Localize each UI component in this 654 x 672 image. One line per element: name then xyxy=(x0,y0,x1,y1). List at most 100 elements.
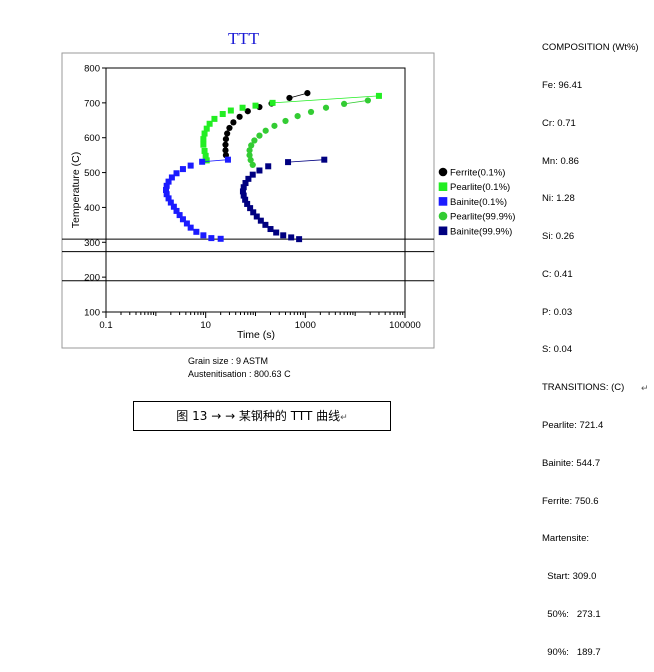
data-point xyxy=(341,100,348,108)
data-point xyxy=(173,170,180,177)
data-point xyxy=(242,180,249,187)
data-point xyxy=(251,137,258,144)
series-2 xyxy=(163,156,231,242)
data-point xyxy=(217,235,224,242)
data-point xyxy=(262,127,269,134)
data-point xyxy=(193,228,200,235)
data-point xyxy=(163,191,170,198)
y-tick-label: 700 xyxy=(84,98,100,109)
composition-item: Ni: 1.28 xyxy=(542,193,575,205)
data-point xyxy=(222,136,230,143)
data-point xyxy=(273,229,280,236)
figure-caption-box: 图 13 → → 某钢种的 TTT 曲线↵ xyxy=(133,401,391,431)
y-axis-label: Temperature (C) xyxy=(70,152,82,228)
legend-label: Ferrite(0.1%) xyxy=(450,168,505,179)
composition-item: P: 0.03 xyxy=(542,306,573,318)
transitions-heading: TRANSITIONS: (C) xyxy=(542,382,625,394)
data-point xyxy=(203,125,210,132)
y-tick-label: 200 xyxy=(84,273,100,284)
data-point xyxy=(239,188,246,195)
data-point xyxy=(222,147,229,154)
data-point xyxy=(208,235,215,242)
legend-label: Pearlite(0.1%) xyxy=(450,182,510,193)
data-point xyxy=(248,142,255,149)
data-point xyxy=(257,217,264,224)
data-point xyxy=(239,104,246,111)
data-point xyxy=(256,167,263,174)
data-point xyxy=(211,115,218,122)
composition-item: Fe: 96.41 xyxy=(542,79,583,91)
legend-swatch xyxy=(438,167,448,177)
y-tick-label: 400 xyxy=(84,203,100,214)
grain-size: Grain size : 9 ASTM xyxy=(188,356,269,366)
legend-swatch xyxy=(438,226,448,236)
data-point xyxy=(253,213,260,220)
data-point xyxy=(200,136,207,143)
data-point xyxy=(247,205,254,212)
data-point xyxy=(267,226,274,233)
legend-label: Bainite(99.9%) xyxy=(450,226,512,237)
series-1 xyxy=(200,92,382,164)
data-point xyxy=(269,99,276,106)
chart-frame xyxy=(61,52,435,349)
figure-caption: 图 13 → → 某钢种的 TTT 曲线 xyxy=(176,409,341,423)
data-point xyxy=(227,107,234,114)
data-point xyxy=(226,124,233,132)
composition-item: Si: 0.26 xyxy=(542,231,575,243)
series-0 xyxy=(222,89,311,159)
data-point xyxy=(282,117,289,125)
data-point xyxy=(163,182,170,189)
legend-swatch xyxy=(438,182,448,191)
caption-return-mark: ↵ xyxy=(340,413,348,423)
transitions-item: 90%: 189.7 xyxy=(542,646,601,658)
transitions-item: Start: 309.0 xyxy=(542,571,597,583)
transitions-item: Bainite: 544.7 xyxy=(542,457,601,469)
composition-panel: COMPOSITION (Wt%) Fe: 96.41 Cr: 0.71 Mn:… xyxy=(542,17,639,672)
transitions-item: 50%: 273.1 xyxy=(542,608,601,620)
data-point xyxy=(230,119,237,126)
data-point xyxy=(242,196,249,203)
composition-item: Mn: 0.86 xyxy=(542,155,579,167)
data-point xyxy=(262,221,269,228)
data-point xyxy=(202,152,209,159)
data-point xyxy=(176,212,183,219)
data-point xyxy=(244,200,251,207)
legend: Ferrite(0.1%) Pearlite(0.1%) Bainite(0.1%)… xyxy=(438,167,515,237)
x-tick-label: 0.1 xyxy=(99,320,112,331)
data-point xyxy=(364,97,371,104)
legend-label: Pearlite(99.9%) xyxy=(450,212,515,223)
composition-heading: COMPOSITION (Wt%) xyxy=(542,42,639,54)
series-connector xyxy=(272,95,379,104)
austenitisation: Austenitisation : 800.63 C xyxy=(188,369,291,379)
data-point xyxy=(375,92,382,99)
data-point xyxy=(179,166,186,173)
legend-swatch xyxy=(438,197,448,206)
data-point xyxy=(247,156,254,164)
composition-item: S: 0.04 xyxy=(542,344,573,356)
transitions-item: Martensite: xyxy=(542,533,589,545)
data-point xyxy=(240,184,247,191)
transitions-item: Ferrite: 750.6 xyxy=(542,495,599,507)
y-tick-label: 600 xyxy=(84,133,100,144)
data-point xyxy=(163,187,170,193)
composition-item: C: 0.41 xyxy=(542,268,573,280)
composition-item: Cr: 0.71 xyxy=(542,117,576,129)
series-connector xyxy=(344,100,368,105)
data-point xyxy=(286,94,293,102)
paragraph-mark: ↵ xyxy=(641,383,649,393)
data-point xyxy=(165,178,172,185)
data-point xyxy=(271,122,278,129)
data-point xyxy=(173,207,180,214)
series-connector xyxy=(202,159,228,163)
legend-swatch xyxy=(438,211,448,221)
series-4 xyxy=(239,156,328,243)
data-point xyxy=(200,232,207,239)
data-point xyxy=(246,147,253,154)
legend-label: Bainite(0.1%) xyxy=(450,197,507,208)
data-point xyxy=(224,156,231,163)
data-point xyxy=(219,111,226,118)
data-point xyxy=(201,147,208,154)
data-point xyxy=(285,159,292,166)
data-point xyxy=(168,174,175,181)
